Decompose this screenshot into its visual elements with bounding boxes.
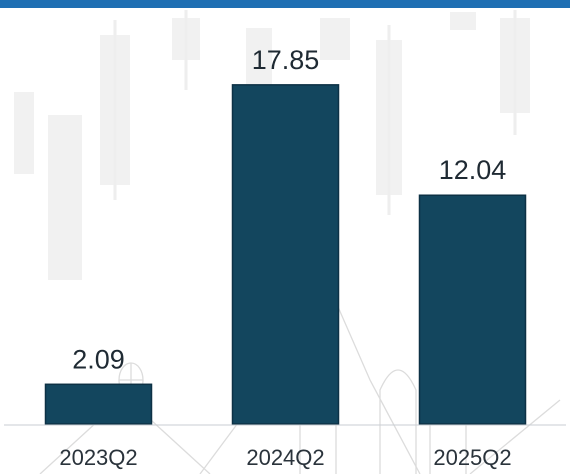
value-label-2024Q2: 17.85 xyxy=(252,45,320,75)
value-labels-group: 2.09 17.85 12.04 xyxy=(72,45,506,374)
value-label-2025Q2: 12.04 xyxy=(439,155,507,185)
bar-2025Q2 xyxy=(418,194,527,425)
bar-2023Q2 xyxy=(44,383,153,425)
top-accent-band xyxy=(0,0,570,8)
value-label-2023Q2: 2.09 xyxy=(72,344,125,374)
category-labels-group: 2023Q2 2024Q2 2025Q2 xyxy=(59,445,511,470)
category-label-2025Q2: 2025Q2 xyxy=(433,445,511,470)
bar-2024Q2 xyxy=(231,84,340,425)
category-label-2023Q2: 2023Q2 xyxy=(59,445,137,470)
bars-group xyxy=(44,84,527,425)
category-label-2024Q2: 2024Q2 xyxy=(246,445,324,470)
